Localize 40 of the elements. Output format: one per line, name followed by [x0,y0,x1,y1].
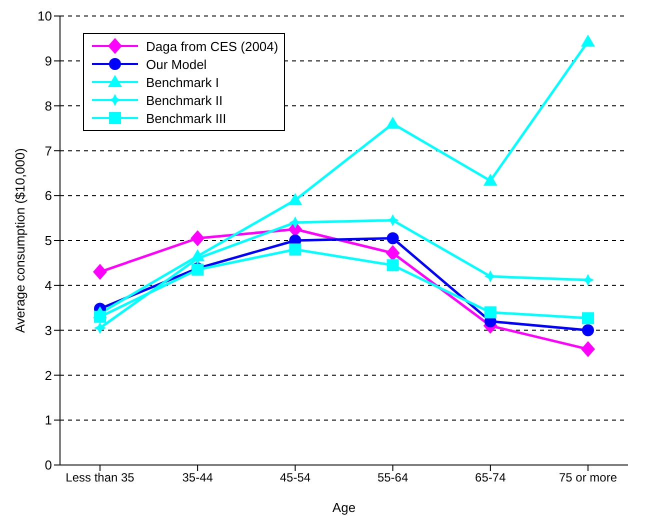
point [582,312,594,324]
y-tick-label: 6 [44,188,52,204]
x-axis-title: Age [332,500,356,515]
point [288,193,302,206]
y-tick-label: 3 [44,322,52,338]
x-tick-label: 45-54 [280,470,311,485]
y-tick-label: 8 [44,98,52,114]
point [581,34,595,47]
y-tick-label: 4 [44,278,52,294]
point [386,232,399,244]
y-tick-label: 7 [44,143,52,158]
y-axis-title: Average consumption ($10,000) [12,148,28,333]
point [94,310,106,323]
x-tick-label: 75 or more [558,470,618,485]
x-tick-label: 65-74 [475,470,506,485]
x-tick-label: Less than 35 [66,470,135,485]
point [582,324,594,336]
point [289,243,302,256]
x-tick-label: 55-64 [377,470,408,485]
point [483,174,498,186]
point [94,322,106,334]
point [93,264,107,280]
y-tick-label: 2 [44,368,52,383]
y-tick-label: 10 [38,8,52,24]
legend-label: Benchmark I [146,74,219,90]
point [386,116,400,129]
y-tick-label: 1 [44,412,52,428]
point [484,306,496,318]
y-tick-label: 5 [44,233,52,248]
y-tick-label: 0 [44,458,52,473]
legend-label: Benchmark II [146,92,223,108]
point [386,259,399,272]
legend-label: Our Model [146,56,207,72]
legend-label: Daga from CES (2004) [146,38,278,54]
y-tick-label: 9 [44,54,52,69]
x-tick-label: 35-44 [182,470,214,485]
point [190,230,205,246]
point [581,341,595,358]
legend-label: Benchmark III [146,110,226,126]
point [386,245,400,262]
